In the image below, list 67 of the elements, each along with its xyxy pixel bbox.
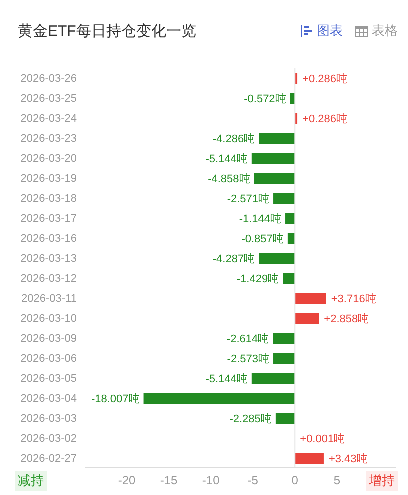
x-tick-label: 0 bbox=[292, 474, 299, 488]
y-tick-label: 2026-03-18 bbox=[20, 192, 77, 205]
y-tick-label: 2026-03-25 bbox=[20, 92, 77, 105]
y-tick-label: 2026-03-10 bbox=[20, 312, 77, 325]
y-tick-label: 2026-03-20 bbox=[20, 152, 77, 165]
data-label: -2.573吨 bbox=[227, 352, 270, 366]
data-label: -2.285吨 bbox=[230, 412, 272, 426]
data-label: -1.429吨 bbox=[236, 272, 280, 286]
y-tick-label: 2026-03-11 bbox=[22, 292, 77, 305]
x-tick-label: -20 bbox=[118, 474, 136, 488]
y-tick-label: 2026-02-27 bbox=[20, 452, 77, 465]
bar bbox=[259, 133, 296, 144]
data-label: -0.857吨 bbox=[242, 232, 284, 246]
data-label: +3.716吨 bbox=[331, 292, 376, 306]
data-label: -4.858吨 bbox=[208, 172, 250, 186]
bar bbox=[295, 453, 324, 464]
data-label: -5.144吨 bbox=[206, 372, 248, 386]
bar bbox=[288, 233, 296, 244]
bar bbox=[254, 173, 296, 184]
data-label: -2.614吨 bbox=[226, 332, 270, 346]
y-tick-label: 2026-03-09 bbox=[20, 332, 77, 345]
bar bbox=[274, 353, 296, 364]
y-tick-label: 2026-03-23 bbox=[20, 132, 77, 145]
y-tick-label: 2026-03-13 bbox=[20, 252, 77, 265]
data-label: -4.287吨 bbox=[212, 252, 256, 266]
text: 减持 bbox=[15, 471, 47, 491]
y-tick-label: 2026-03-12 bbox=[20, 272, 77, 285]
data-label: -1.144吨 bbox=[239, 212, 282, 226]
y-tick-label: 2026-03-02 bbox=[20, 432, 77, 445]
y-tick-label: 2026-03-26 bbox=[20, 72, 77, 85]
y-tick-label: 2026-03-17 bbox=[20, 212, 77, 225]
data-label: -4.286吨 bbox=[212, 132, 256, 146]
text: 图表 bbox=[317, 23, 343, 39]
bar bbox=[286, 213, 296, 224]
y-tick-label: 2026-03-05 bbox=[20, 372, 77, 385]
y-tick-label: 2026-03-04 bbox=[20, 392, 77, 405]
bar bbox=[295, 293, 326, 304]
y-tick-label: 2026-03-03 bbox=[20, 412, 77, 425]
x-tick-label: -15 bbox=[160, 474, 178, 488]
data-label: -0.572吨 bbox=[244, 92, 286, 106]
data-label: +2.858吨 bbox=[324, 312, 370, 326]
x-tick-label: 5 bbox=[334, 474, 341, 488]
x-tick-label: -5 bbox=[248, 474, 259, 488]
y-tick-label: 2026-03-16 bbox=[20, 232, 77, 245]
y-tick-label: 2026-03-19 bbox=[20, 172, 77, 185]
bar bbox=[252, 373, 296, 384]
bar bbox=[274, 193, 296, 204]
y-tick-label: 2026-03-24 bbox=[20, 112, 77, 125]
bar bbox=[276, 413, 296, 424]
bar bbox=[252, 153, 296, 164]
text: 增持 bbox=[366, 471, 398, 491]
x-tick-label: -10 bbox=[202, 474, 220, 488]
text: 表格 bbox=[372, 23, 398, 39]
data-label: +0.001吨 bbox=[300, 432, 346, 446]
data-label: -5.144吨 bbox=[206, 152, 248, 166]
bar bbox=[283, 273, 296, 284]
chart-title: 黄金ETF每日持仓变化一览 bbox=[18, 22, 196, 42]
y-tick-label: 2026-03-06 bbox=[20, 352, 77, 365]
data-label: -2.571吨 bbox=[227, 192, 270, 206]
data-label: +3.43吨 bbox=[328, 452, 368, 466]
data-label: +0.286吨 bbox=[302, 72, 348, 86]
bar bbox=[144, 393, 296, 404]
data-label: -18.007吨 bbox=[91, 392, 140, 406]
bar bbox=[273, 333, 296, 344]
data-label: +0.286吨 bbox=[302, 112, 348, 126]
bar bbox=[259, 253, 296, 264]
bar bbox=[295, 313, 320, 324]
